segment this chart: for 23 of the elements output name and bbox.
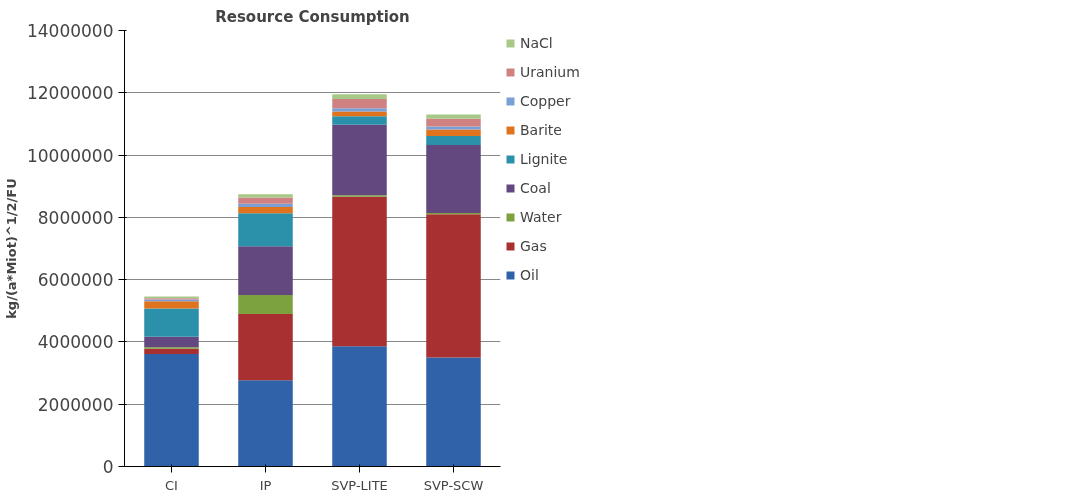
- x-tick-label: CI: [165, 477, 178, 493]
- x-tick-label: IP: [259, 477, 272, 493]
- y-axis-title: kg/(a*Miot)^1/2/FU: [3, 178, 19, 319]
- y-tick-label: 10000000: [26, 145, 114, 166]
- legend-label: Gas: [520, 238, 548, 254]
- y-tick-label: 14000000: [26, 21, 114, 41]
- legend-label: Lignite: [520, 151, 569, 167]
- legend-label: Coal: [520, 180, 552, 196]
- y-tick-label: 2000000: [37, 394, 114, 415]
- y-tick-label: 6000000: [37, 270, 114, 291]
- y-tick-label: 0: [102, 457, 114, 477]
- chart-title: Resource Consumption: [215, 7, 410, 26]
- x-tick-label: SVP-LITE: [331, 477, 388, 493]
- y-tick-label: 8000000: [37, 207, 114, 228]
- x-tick-label: SVP-SCW: [423, 477, 484, 493]
- legend-label: Oil: [520, 267, 540, 283]
- legend-label: Uranium: [520, 64, 580, 80]
- legend-label: Water: [520, 209, 563, 225]
- legend-label: Barite: [520, 122, 563, 138]
- legend-label: NaCl: [520, 35, 554, 51]
- legend-label: Copper: [520, 93, 572, 109]
- y-tick-label: 4000000: [37, 332, 114, 353]
- y-tick-label: 12000000: [26, 83, 114, 104]
